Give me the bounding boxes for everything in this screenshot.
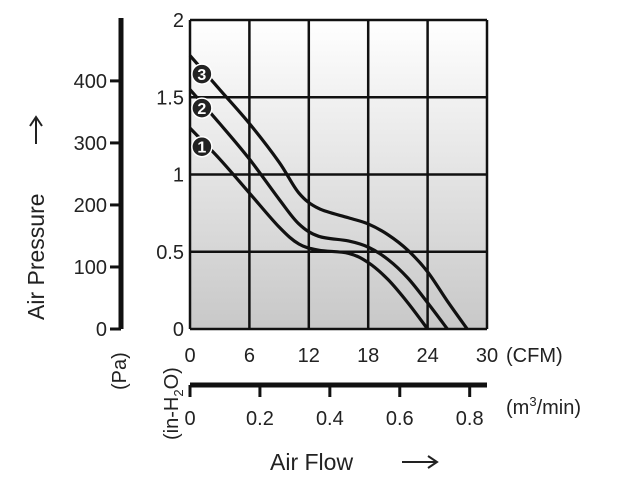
x-tick-label: 18 (357, 345, 379, 367)
y-unit-end: O) (161, 367, 183, 389)
y-unit-sub: 2 (171, 389, 186, 396)
y-unit-label: (in-H2O) (161, 367, 186, 440)
y-axis-title-text: Air Pressure (23, 193, 49, 320)
x-axis-arrow-icon (402, 455, 439, 469)
series-line-3 (188, 54, 469, 330)
x2-tick-label: 0.2 (246, 408, 274, 430)
series-marker-label: 1 (197, 140, 206, 157)
x-tick-label: 0 (184, 345, 195, 367)
x2-tick-label: 0 (184, 408, 195, 430)
x-tick-label: 6 (244, 345, 255, 367)
y-unit-prefix: (in-H (161, 397, 183, 440)
y-axis-title: Air Pressure (23, 115, 49, 320)
y2-tick-label: 400 (74, 71, 107, 93)
y2-tick-label: 300 (74, 133, 107, 155)
y-tick-label: 1 (173, 165, 184, 187)
y-tick-label: 0 (173, 319, 184, 341)
series-layer (188, 54, 469, 330)
series-line-1 (188, 127, 429, 330)
x2-unit-suffix: /min) (537, 397, 581, 419)
series-marker-1: 1 (191, 135, 213, 158)
y2-tick-label: 100 (74, 257, 107, 279)
y2-tick-label: 200 (74, 195, 107, 217)
x-unit-label: (CFM) (506, 345, 563, 367)
series-marker-badge (191, 135, 213, 158)
y2-axis-pa: 0 100 200 300 400 (74, 18, 124, 341)
x2-unit-label: (m3/min) (506, 394, 581, 419)
x2-tick-label: 0.4 (316, 408, 344, 430)
x-tick-label: 12 (298, 345, 320, 367)
series-marker-badge (191, 63, 213, 85)
x2-axis-m3: 0 0.2 0.4 0.6 0.8 (184, 382, 487, 430)
y-axis-arrow-icon (29, 115, 43, 144)
y-axis-ticks: 0 0.5 1 1.5 2 (156, 10, 184, 341)
y-tick-label: 0.5 (156, 242, 184, 264)
y2-unit-label: (Pa) (109, 352, 131, 390)
x-tick-label: 24 (416, 345, 438, 367)
series-marker-badge (191, 97, 213, 119)
x2-tick-label: 0.8 (456, 408, 484, 430)
series-marker-2: 2 (191, 97, 213, 119)
x-axis-ticks: 0 6 12 18 24 30 (184, 345, 498, 367)
y-tick-label: 1.5 (156, 87, 184, 109)
y2-tick-label: 0 (96, 319, 107, 341)
grid-lines (188, 18, 489, 331)
series-marker-3: 3 (191, 63, 213, 85)
x-axis-title-text: Air Flow (270, 449, 353, 475)
x2-unit-prefix: (m (506, 397, 529, 419)
y-tick-label: 2 (173, 10, 184, 32)
x-tick-label: 30 (476, 345, 498, 367)
x2-unit-sup: 3 (529, 394, 536, 409)
x-axis-title: Air Flow (270, 449, 439, 475)
series-marker-label: 3 (197, 67, 206, 84)
series-marker-label: 2 (197, 101, 206, 118)
series-line-2 (188, 88, 449, 330)
x2-tick-label: 0.6 (386, 408, 414, 430)
series-markers: 1 2 3 (191, 63, 213, 158)
